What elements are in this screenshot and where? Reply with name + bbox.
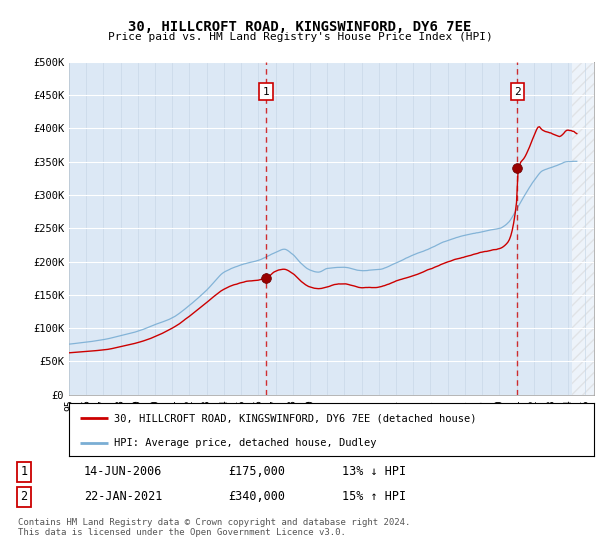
Text: 13% ↓ HPI: 13% ↓ HPI	[342, 465, 406, 478]
Text: Price paid vs. HM Land Registry's House Price Index (HPI): Price paid vs. HM Land Registry's House …	[107, 32, 493, 43]
Text: HPI: Average price, detached house, Dudley: HPI: Average price, detached house, Dudl…	[113, 438, 376, 448]
Text: 1: 1	[263, 87, 269, 96]
Text: £175,000: £175,000	[228, 465, 285, 478]
Text: 30, HILLCROFT ROAD, KINGSWINFORD, DY6 7EE: 30, HILLCROFT ROAD, KINGSWINFORD, DY6 7E…	[128, 20, 472, 34]
Text: Contains HM Land Registry data © Crown copyright and database right 2024.
This d: Contains HM Land Registry data © Crown c…	[18, 517, 410, 537]
Text: 30, HILLCROFT ROAD, KINGSWINFORD, DY6 7EE (detached house): 30, HILLCROFT ROAD, KINGSWINFORD, DY6 7E…	[113, 413, 476, 423]
Text: 22-JAN-2021: 22-JAN-2021	[84, 491, 163, 503]
Text: 2: 2	[514, 87, 521, 96]
Text: 2: 2	[20, 491, 28, 503]
Bar	[572, 62, 594, 395]
Text: 15% ↑ HPI: 15% ↑ HPI	[342, 491, 406, 503]
Bar	[572, 62, 594, 395]
Text: £340,000: £340,000	[228, 491, 285, 503]
Text: 14-JUN-2006: 14-JUN-2006	[84, 465, 163, 478]
Text: 1: 1	[20, 465, 28, 478]
